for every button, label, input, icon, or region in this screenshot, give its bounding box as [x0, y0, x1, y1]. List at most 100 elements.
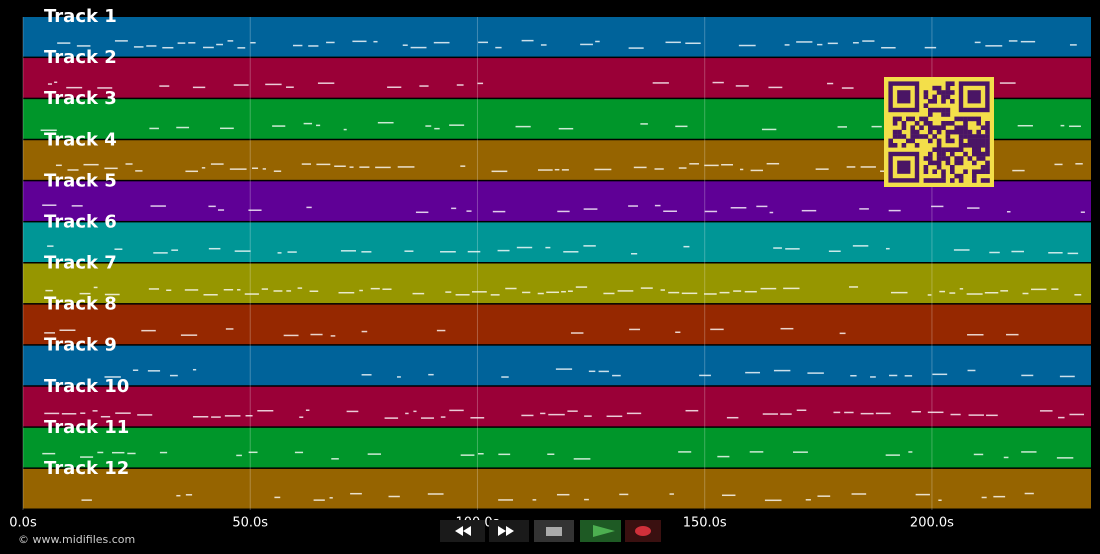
note: [558, 127, 574, 130]
record-button[interactable]: [625, 520, 661, 542]
note: [248, 451, 258, 454]
note: [313, 499, 325, 501]
note: [721, 163, 733, 166]
note: [584, 498, 589, 501]
note: [329, 497, 333, 499]
note: [567, 290, 573, 292]
track-labels: Track 1 Track 2 Track 3 Track 4 Track 5 Track…: [44, 6, 129, 479]
note: [675, 125, 688, 128]
note: [467, 250, 481, 253]
qr-module: [972, 178, 977, 183]
qr-module: [910, 138, 915, 144]
qr-module: [976, 147, 981, 152]
note: [404, 250, 414, 252]
play-button[interactable]: [580, 520, 621, 542]
note: [185, 170, 198, 173]
fast-forward-button[interactable]: [489, 520, 529, 542]
note: [97, 451, 104, 454]
note: [862, 40, 875, 42]
note: [440, 251, 456, 253]
note: [425, 125, 432, 127]
note: [885, 247, 890, 250]
note: [537, 292, 544, 295]
note: [436, 329, 446, 332]
note: [1006, 333, 1019, 336]
note: [1024, 492, 1034, 495]
note: [801, 209, 817, 212]
qr-module: [976, 156, 981, 161]
note: [1058, 416, 1065, 419]
note: [583, 208, 598, 210]
rewind-button[interactable]: [440, 520, 485, 542]
note: [689, 163, 699, 165]
note: [1039, 410, 1053, 412]
note: [959, 288, 964, 290]
note: [570, 332, 584, 334]
qr-module: [936, 107, 942, 113]
note: [545, 246, 551, 249]
note: [309, 290, 319, 292]
note: [908, 451, 913, 453]
qr-module: [928, 112, 933, 117]
note: [780, 327, 794, 330]
note: [817, 43, 823, 46]
note: [665, 41, 681, 44]
note: [330, 335, 336, 337]
note: [80, 456, 94, 458]
note: [287, 251, 297, 253]
note: [548, 413, 565, 416]
qr-module: [906, 138, 911, 144]
note: [382, 288, 392, 290]
qr-module: [888, 138, 893, 144]
note: [305, 409, 310, 411]
qr-module: [923, 116, 929, 122]
note: [966, 293, 983, 295]
qr-module: [963, 116, 968, 122]
note: [932, 373, 948, 376]
note: [1069, 125, 1081, 128]
note: [938, 499, 942, 502]
note: [888, 209, 901, 212]
track-label: Track 8: [44, 294, 117, 315]
note: [1008, 40, 1018, 42]
note: [521, 39, 534, 42]
qr-module: [958, 178, 964, 183]
qr-module: [932, 125, 937, 130]
qr-module: [954, 129, 959, 135]
stop-button[interactable]: [534, 520, 574, 542]
note: [299, 416, 304, 418]
note: [567, 410, 578, 412]
qr-module: [941, 173, 946, 179]
note: [449, 124, 465, 126]
note: [1074, 294, 1082, 296]
qr-module: [914, 121, 920, 126]
qr-module: [941, 94, 946, 100]
qr-module: [976, 121, 981, 126]
track-band: [23, 386, 1091, 427]
qr-module: [945, 94, 951, 100]
qr-module: [985, 169, 990, 174]
note: [984, 291, 999, 294]
qr-module: [932, 160, 937, 166]
note: [477, 453, 484, 455]
note: [739, 168, 744, 171]
qr-module: [954, 173, 959, 179]
note: [1069, 44, 1077, 46]
qr-module: [945, 121, 951, 126]
note: [681, 292, 698, 295]
qr-module: [958, 160, 964, 166]
note: [817, 495, 831, 497]
note: [71, 205, 83, 207]
note: [498, 453, 511, 456]
note: [1069, 413, 1084, 416]
note: [583, 245, 596, 247]
qr-module: [950, 138, 955, 144]
x-tick-label: 150.0s: [683, 516, 727, 531]
qr-module: [928, 151, 933, 157]
note: [277, 252, 282, 254]
note: [377, 121, 394, 124]
note: [449, 409, 464, 412]
qr-module: [950, 151, 955, 157]
qr-module: [928, 138, 933, 144]
qr-module: [945, 81, 951, 86]
